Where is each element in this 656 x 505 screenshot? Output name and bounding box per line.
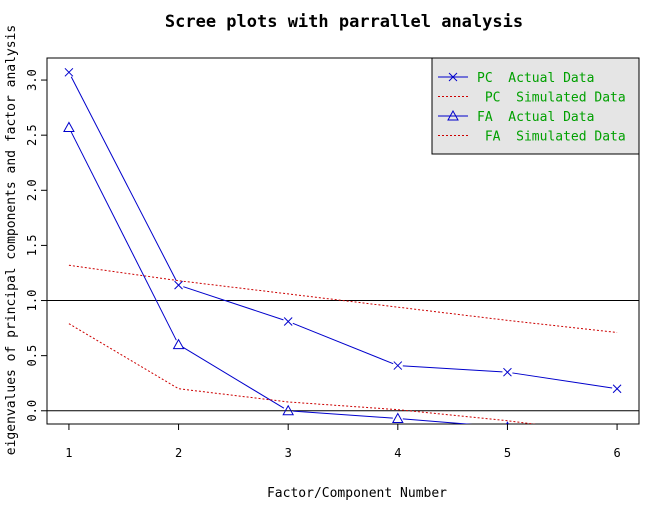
x-axis: 1 2 3 4 5 6: [65, 424, 621, 460]
series-3: [63, 121, 622, 439]
y-tick-label-3: 1.0: [25, 290, 39, 312]
series-3-point-3: [282, 404, 295, 416]
y-axis: 0.0 0.5 1.0 1.5 2.0 2.5 3.0: [25, 69, 47, 422]
x-tick-label-5: 5: [504, 446, 511, 460]
plot-frame: [46, 57, 640, 425]
series-3-segment-3: [293, 410, 393, 419]
series-4-line: [68, 323, 537, 424]
y-tick-label-6: 2.5: [25, 124, 39, 146]
series-3-point-1: [63, 121, 75, 132]
x-tick-label-6: 6: [613, 446, 620, 460]
x-tick-label-2: 2: [175, 446, 182, 460]
x-axis-label: Factor/Component Number: [267, 486, 447, 501]
series-1-segment-2: [183, 286, 284, 321]
x-tick-label-4: 4: [394, 446, 401, 460]
series-3-point-2: [172, 338, 185, 350]
series-2-line: [68, 264, 618, 333]
y-tick-label-1: 0.0: [25, 400, 39, 422]
chart-title: Scree plots with parrallel analysis: [165, 12, 523, 32]
series-3-point-6: [612, 430, 622, 439]
series-3-segment-5: [512, 428, 612, 435]
y-tick-label-5: 2.0: [25, 179, 39, 201]
series-1-point-2: [174, 280, 183, 290]
series-1-point-3: [283, 317, 293, 326]
y-tick-label-4: 1.5: [25, 235, 39, 257]
y-tick-label-2: 0.5: [25, 345, 39, 367]
series-3-point-4: [391, 412, 404, 423]
legend-items: PC Actual Data PC Simulated Data FA Actua…: [438, 71, 626, 145]
legend-label-4: FA Simulated Data: [477, 130, 626, 145]
legend-marker-1-stroke-b: [448, 72, 458, 82]
legend-label-3: FA Actual Data: [477, 110, 594, 125]
series-3-segment-1: [70, 131, 177, 341]
series-1-point-4: [393, 361, 403, 370]
series-1-point-5-stroke-b: [503, 367, 512, 377]
x-tick-label-3: 3: [285, 446, 292, 460]
series-1: [64, 67, 622, 394]
series-1-point-5: [503, 367, 512, 377]
series-1-point-4-stroke-b: [393, 361, 403, 370]
legend-marker-3: [447, 109, 459, 121]
legend-label-2: PC Simulated Data: [477, 91, 626, 106]
series-2: [68, 264, 618, 333]
series-1-point-1: [64, 67, 74, 77]
series-1-segment-4: [402, 365, 503, 373]
series-1-segment-5: [512, 372, 613, 389]
reference-lines: [47, 300, 639, 412]
series-3-segment-2: [182, 346, 285, 409]
series-1-point-2-stroke-b: [174, 280, 183, 290]
legend-label-1: PC Actual Data: [477, 71, 594, 86]
y-tick-label-7: 3.0: [25, 69, 39, 91]
legend-marker-1: [448, 72, 458, 82]
series-3-segment-4: [402, 418, 473, 424]
series-1-segment-1: [70, 76, 177, 281]
series-4: [68, 323, 537, 424]
series-1-point-1-stroke-b: [64, 67, 74, 77]
series-layer: [63, 67, 622, 439]
legend: PC Actual Data PC Simulated Data FA Actua…: [431, 57, 640, 155]
series-1-point-3-stroke-b: [283, 317, 293, 326]
series-1-segment-3: [292, 322, 394, 365]
series-1-point-6-stroke-b: [612, 384, 622, 394]
legend-box: [431, 57, 640, 155]
y-axis-label: eigenvalues of principal components and …: [4, 25, 19, 455]
series-1-point-6: [612, 384, 622, 394]
x-tick-label-1: 1: [65, 446, 72, 460]
